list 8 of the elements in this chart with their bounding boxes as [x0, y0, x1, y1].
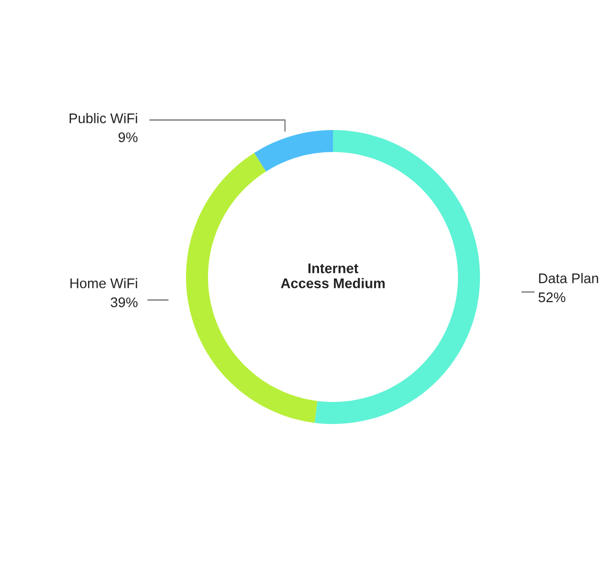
donut-slice — [254, 130, 333, 172]
text: Internet Access Medium — [280, 264, 385, 288]
slice-label: Public WiFi — [70, 113, 138, 124]
slice-label: Data Plan — [539, 273, 598, 284]
data-label: 9% — [118, 132, 138, 142]
data-label: 39% — [110, 297, 138, 308]
data-label: 52% — [538, 292, 566, 302]
slice-label: Home WiFi — [70, 278, 138, 288]
